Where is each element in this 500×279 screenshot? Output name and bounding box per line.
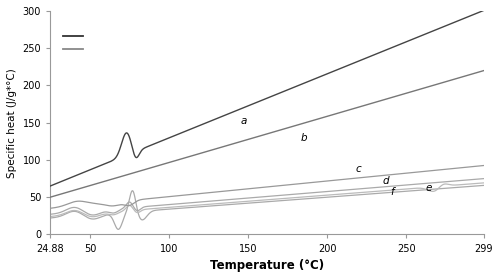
- Text: c: c: [356, 164, 362, 174]
- Y-axis label: Specific heat (J/g*°C): Specific heat (J/g*°C): [7, 68, 17, 177]
- Text: d: d: [382, 176, 389, 186]
- Text: e: e: [426, 182, 432, 193]
- X-axis label: Temperature (°C): Temperature (°C): [210, 259, 324, 272]
- Text: a: a: [240, 116, 246, 126]
- Text: b: b: [300, 133, 307, 143]
- Text: f: f: [390, 187, 394, 197]
